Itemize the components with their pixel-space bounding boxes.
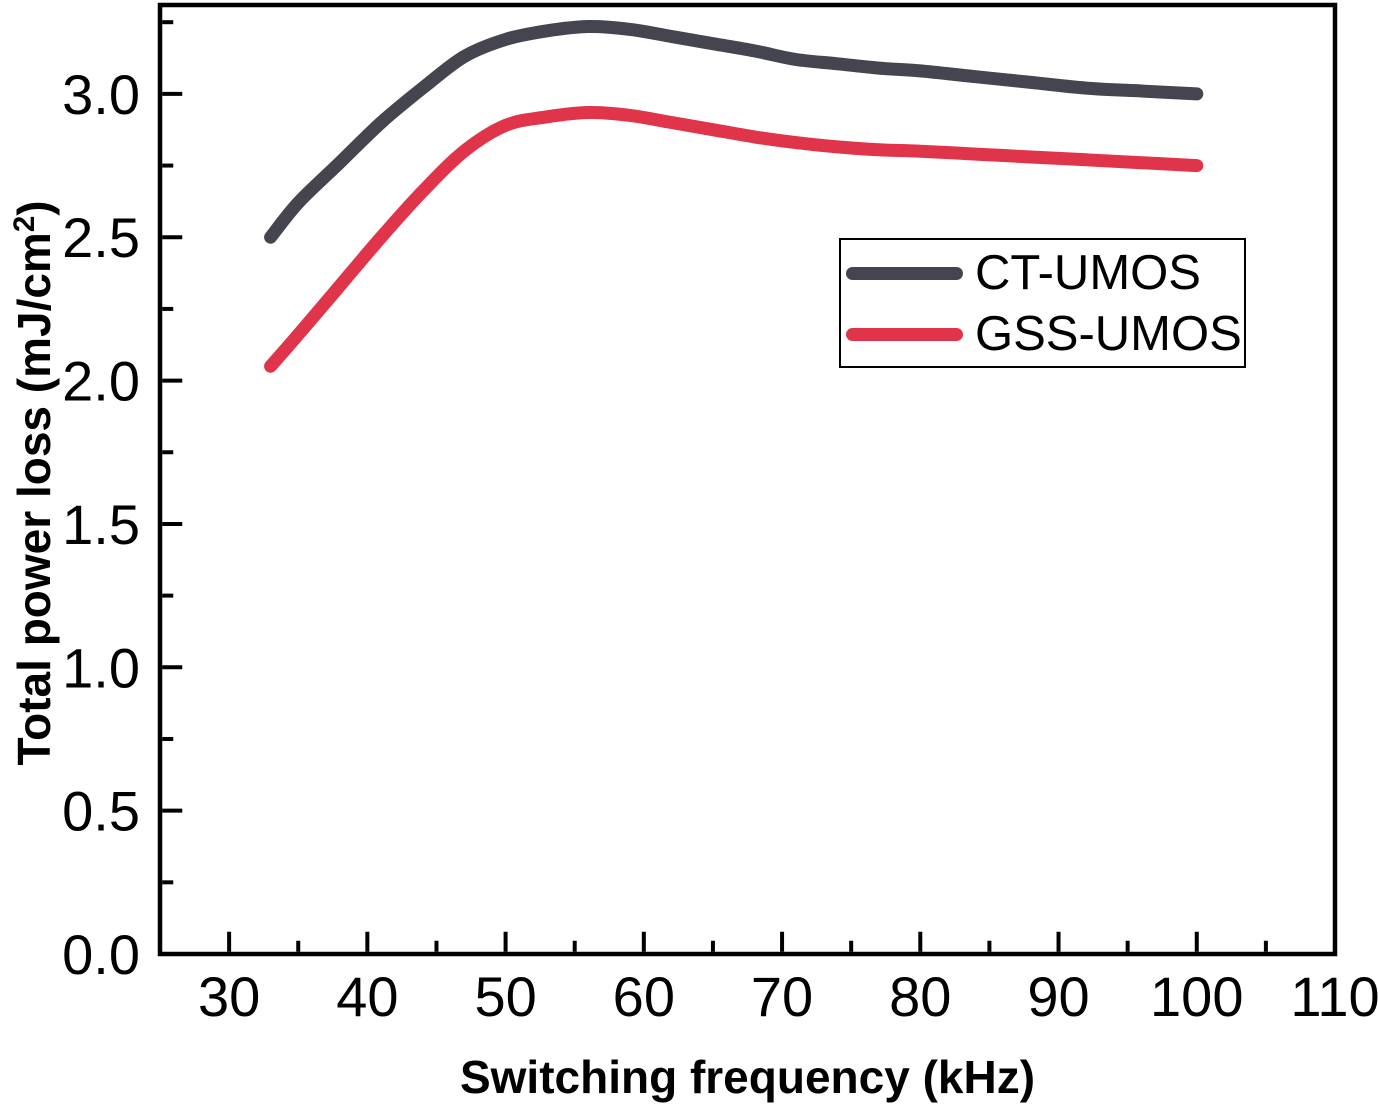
legend-label-ct-umos: CT-UMOS <box>975 246 1201 300</box>
y-axis-title-superscript: 2 <box>8 215 41 233</box>
x-axis-tick-label: 80 <box>889 965 951 1028</box>
y-axis-tick-label: 1.5 <box>62 493 140 556</box>
plot-border <box>157 2 1338 957</box>
x-axis-tick-label: 50 <box>474 965 536 1028</box>
y-axis-title: Total power loss (mJ/cm2) <box>7 200 61 765</box>
x-axis-tick-label: 60 <box>613 965 675 1028</box>
x-axis-tick-label: 30 <box>198 965 260 1028</box>
y-axis-tick-label: 2.5 <box>62 206 140 269</box>
x-axis-tick-label: 110 <box>1290 965 1378 1028</box>
legend-label-gss-umos: GSS-UMOS <box>975 307 1242 361</box>
legend-item-gss-umos: GSS-UMOS <box>841 304 1244 365</box>
y-axis-tick-label: 1.0 <box>62 636 140 699</box>
x-axis-tick-label: 100 <box>1150 965 1243 1028</box>
y-axis-tick-label: 0.0 <box>62 923 140 986</box>
y-axis-tick-label: 0.5 <box>62 780 140 843</box>
y-axis-tick-label: 2.0 <box>62 350 140 413</box>
legend-item-ct-umos: CT-UMOS <box>841 243 1244 304</box>
gss-umos-curve <box>264 105 1204 373</box>
x-axis-title: Switching frequency (kHz) <box>459 1051 1036 1103</box>
y-axis-tick-label: 3.0 <box>62 63 140 126</box>
legend-line-swatch-gss-umos <box>846 328 963 341</box>
x-axis-tick-label: 70 <box>751 965 813 1028</box>
x-axis-tick-label: 90 <box>1027 965 1089 1028</box>
legend: CT-UMOS GSS-UMOS <box>839 238 1246 368</box>
ct-umos-curve <box>264 19 1204 244</box>
y-axis-title-text: Total power loss (mJ/cm <box>8 232 60 766</box>
x-axis-tick-label: 40 <box>336 965 398 1028</box>
y-axis-title-close: ) <box>8 200 60 216</box>
legend-line-swatch-ct-umos <box>846 267 963 280</box>
